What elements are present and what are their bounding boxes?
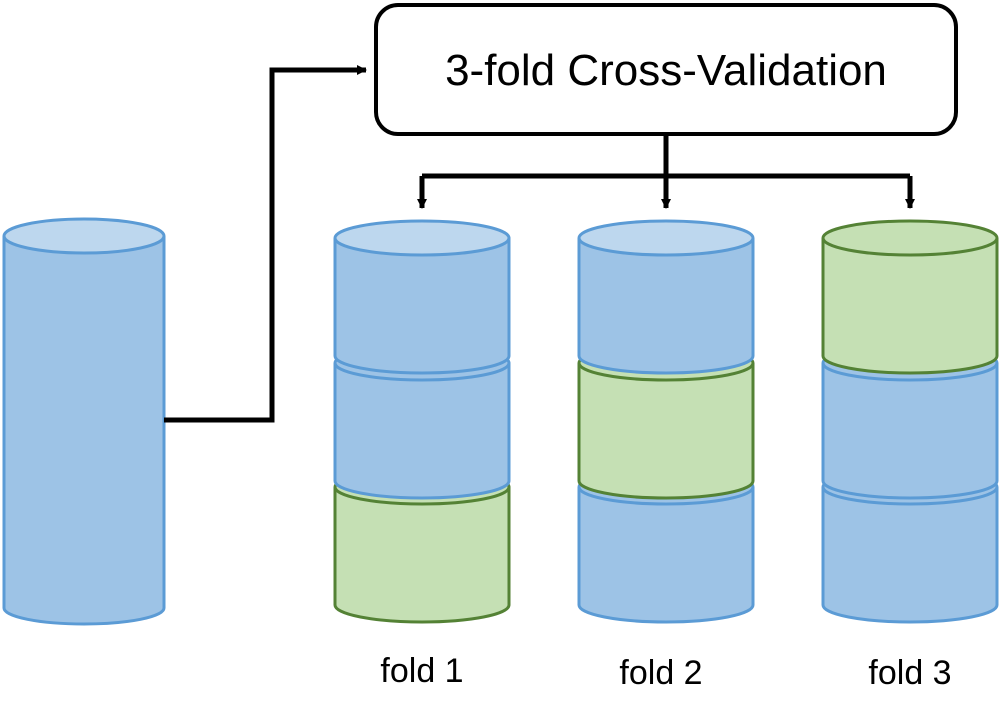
fold-3-segment-1-validation <box>821 219 999 375</box>
dataset-cylinder <box>2 217 166 626</box>
fold-1-label: fold 1 <box>380 652 463 690</box>
fold-1-stack <box>333 219 511 624</box>
fold-stacks <box>333 219 999 624</box>
title-text: 3-fold Cross-Validation <box>445 46 887 95</box>
title-box: 3-fold Cross-Validation <box>374 3 958 136</box>
fold-3-label: fold 3 <box>868 654 951 692</box>
fold-2-segment-1-train <box>577 219 755 375</box>
fold-2-stack <box>577 219 755 624</box>
fold-3-stack <box>821 219 999 624</box>
fold-1-segment-1-train <box>333 219 511 375</box>
distribution-arrows <box>417 134 915 209</box>
dataset-to-title-arrow <box>164 65 367 423</box>
fold-2-label: fold 2 <box>619 654 702 692</box>
